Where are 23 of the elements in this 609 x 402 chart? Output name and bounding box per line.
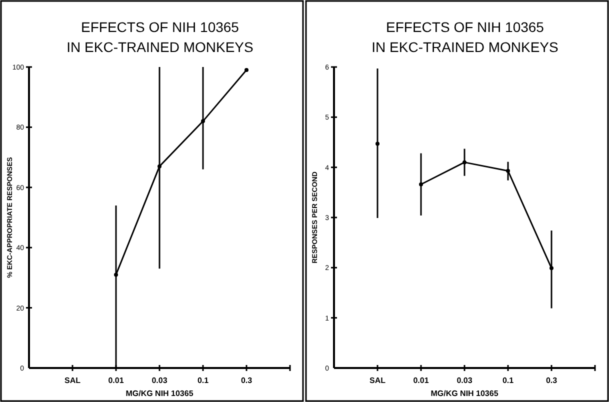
x-tick-label: 0.3 [546,376,558,385]
point [419,182,423,186]
x-tick-label: SAL [370,376,386,385]
x-tick-label: 0.01 [413,376,430,385]
point [550,266,554,270]
x-tick-label: 0.01 [108,376,124,385]
point [201,119,205,124]
x-axis-title: MG/KG NIH 10365 [126,389,194,398]
x-tick-label: 0.1 [197,376,210,385]
point [114,272,118,277]
point [506,168,510,173]
x-axis-title: MG/KG NIH 10365 [430,389,499,398]
point [158,164,162,168]
chart-title: EFFECTS OF NIH 10365 IN EKC-TRAINED MONKEYS [372,19,558,55]
point [462,160,466,164]
chart-title: EFFECTS OF NIH 10365 IN EKC-TRAINED MONKEYS [66,19,254,55]
x-tick-label: 0.03 [456,376,473,385]
x-tick-label: 0.3 [240,376,253,385]
x-tick-label: 0.1 [502,376,514,385]
x-tick-label: 0.03 [152,376,168,385]
point [376,142,380,146]
x-tick-label: SAL [64,376,81,385]
point [244,68,248,72]
